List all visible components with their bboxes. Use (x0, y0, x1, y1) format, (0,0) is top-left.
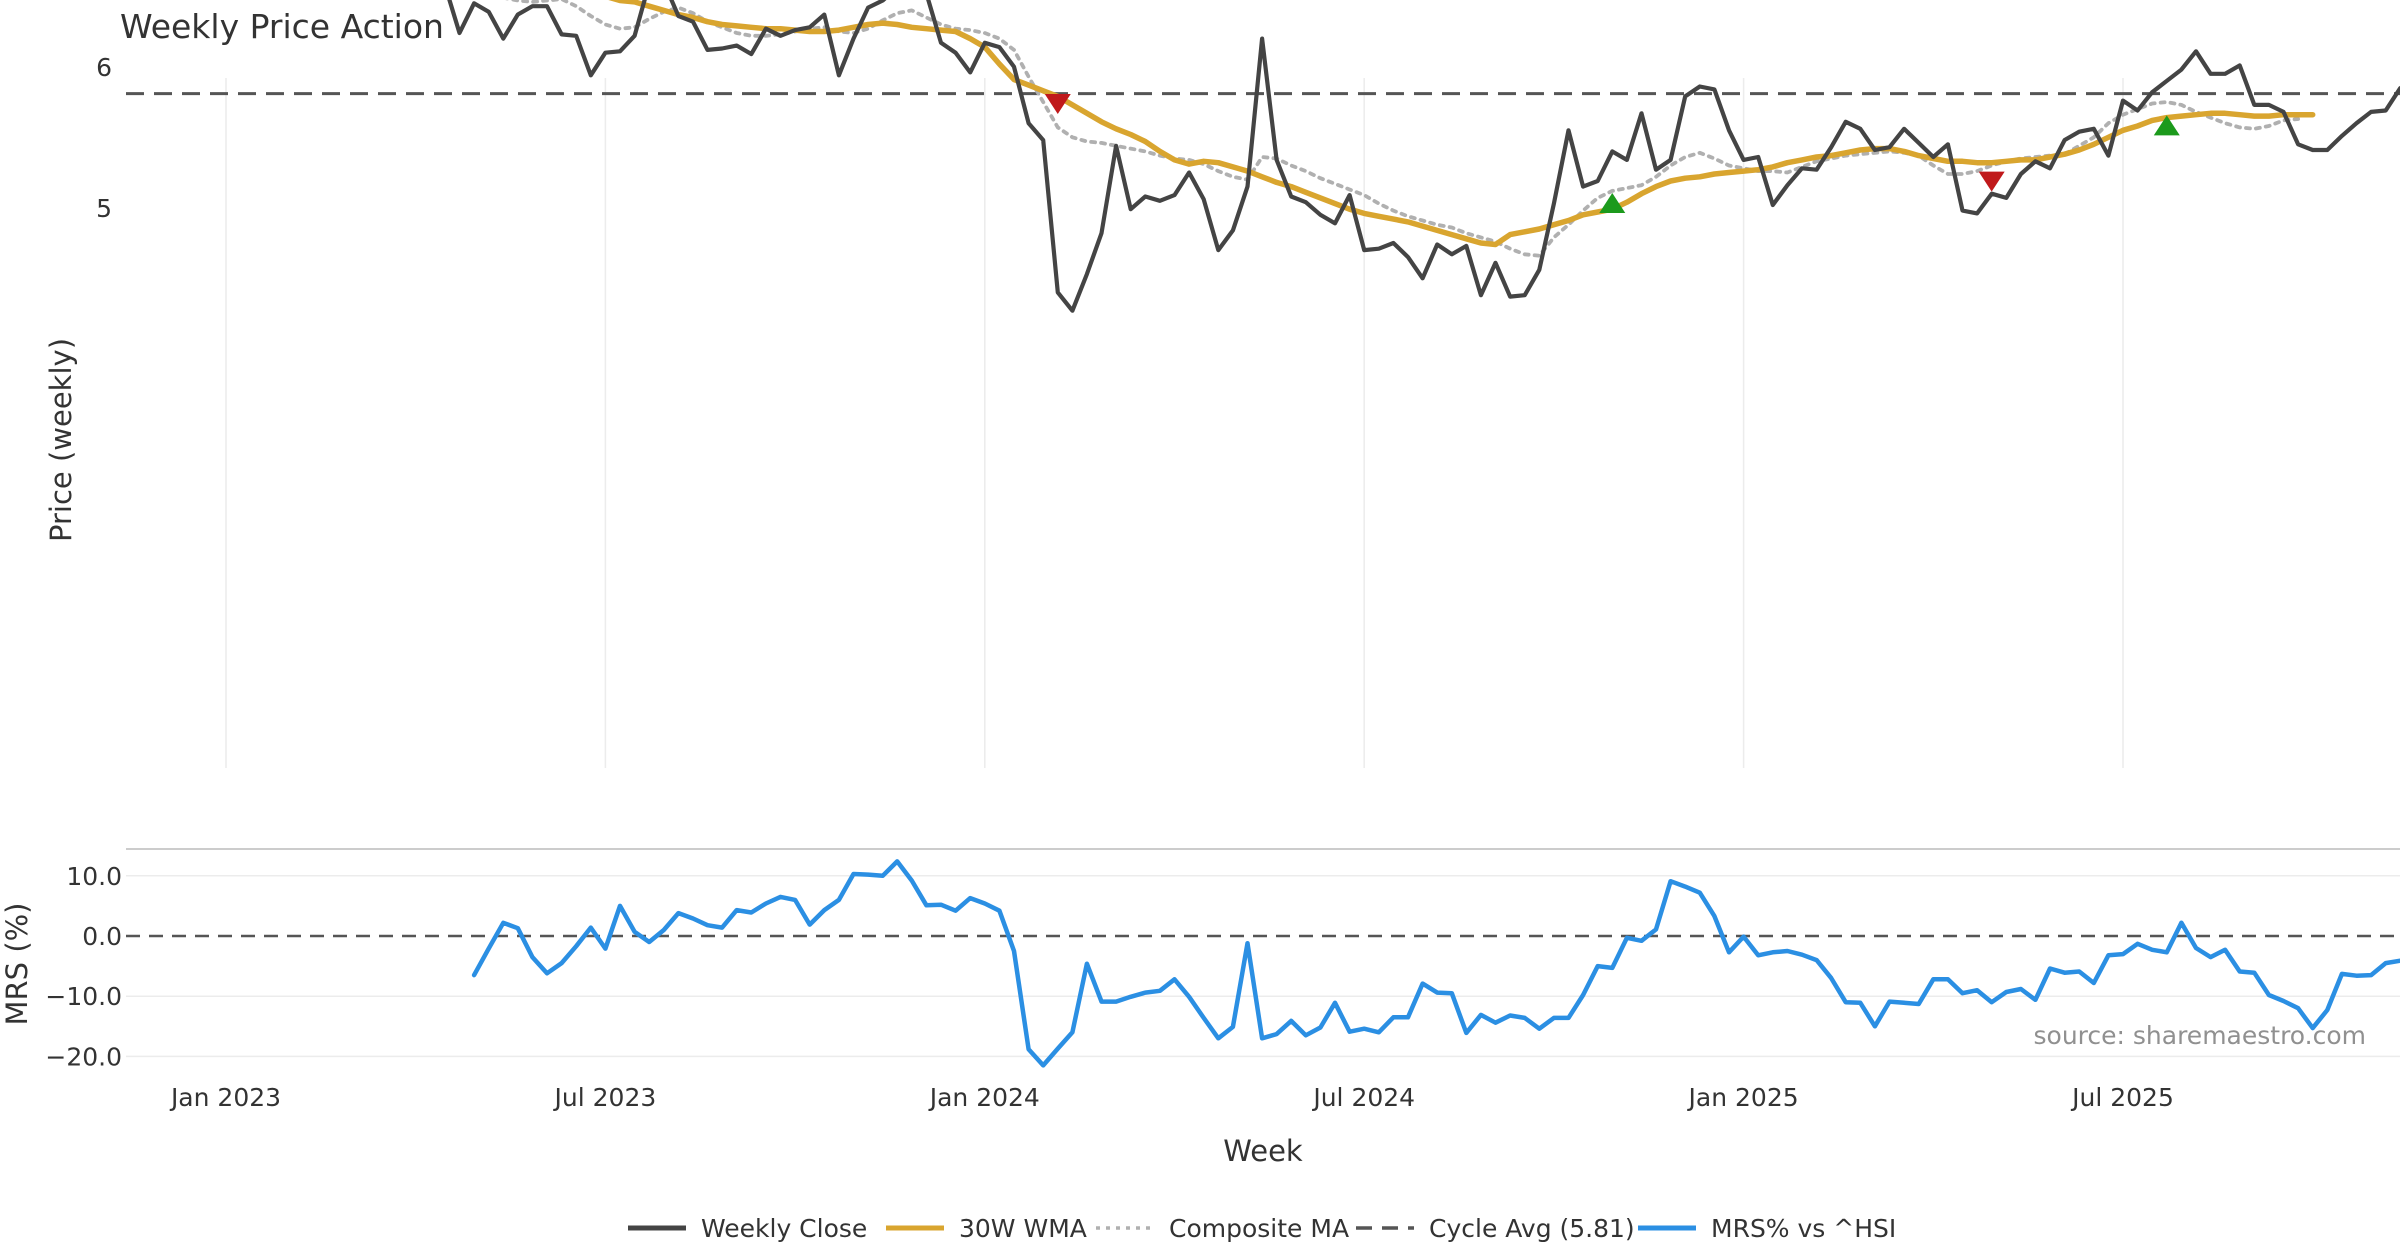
top-panel-grid (225, 78, 2124, 768)
legend-label: Weekly Close (701, 1214, 867, 1243)
x-tick-label: Jan 2025 (1687, 1083, 1799, 1112)
top-y-axis-label: Price (weekly) (44, 338, 78, 542)
sell-signal-marker (1044, 94, 1071, 115)
x-axis-label: Week (1223, 1134, 1303, 1168)
series-30w-wma (608, 0, 2316, 248)
buy-signal-marker (1599, 192, 1626, 213)
bottom-panel-grid (126, 875, 2400, 1058)
x-tick-label: Jul 2025 (2070, 1083, 2174, 1112)
top-panel-series (126, 0, 2400, 313)
bottom-y-tick-label: −20.0 (45, 1042, 122, 1071)
x-tick-label: Jan 2023 (169, 1083, 281, 1112)
series-weekly-close (447, 0, 2400, 313)
top-y-tick-label: 5 (96, 194, 112, 223)
bottom-y-tick-label: −10.0 (45, 982, 122, 1011)
top-y-ticks: 5678 (96, 53, 112, 223)
legend: Weekly Close 30W WMA Composite MA Cycle Avg… (628, 1214, 1896, 1243)
source-label: source: sharemaestro.com (2034, 1021, 2367, 1050)
series-composite-ma (505, 0, 2301, 258)
top-y-tick-label: 6 (96, 53, 112, 82)
bottom-y-tick-label: 10.0 (66, 862, 122, 891)
signal-markers (1044, 94, 2180, 213)
x-ticks: Jan 2023 Jul 2023 Jan 2024 Jul 2024 Jan 2025… (169, 1083, 2174, 1112)
x-tick-label: Jul 2023 (553, 1083, 657, 1112)
bottom-panel-series (471, 859, 2400, 1068)
x-tick-label: Jan 2024 (928, 1083, 1040, 1112)
x-tick-label: Jul 2024 (1311, 1083, 1415, 1112)
bottom-y-axis-label: MRS (%) (0, 903, 34, 1026)
legend-label: Composite MA (1169, 1214, 1349, 1243)
legend-label: MRS% vs ^HSI (1711, 1214, 1896, 1243)
legend-label: 30W WMA (959, 1214, 1087, 1243)
legend-label: Cycle Avg (5.81) (1429, 1214, 1635, 1243)
bottom-y-ticks: −20.0 −10.0 0.0 10.0 (45, 862, 122, 1072)
chart-title: Weekly Price Action (120, 7, 444, 46)
series-mrs-vs-hsi (471, 859, 2400, 1068)
bottom-y-tick-label: 0.0 (82, 922, 122, 951)
sell-signal-marker (1978, 171, 2005, 192)
buy-signal-marker (2153, 115, 2180, 136)
